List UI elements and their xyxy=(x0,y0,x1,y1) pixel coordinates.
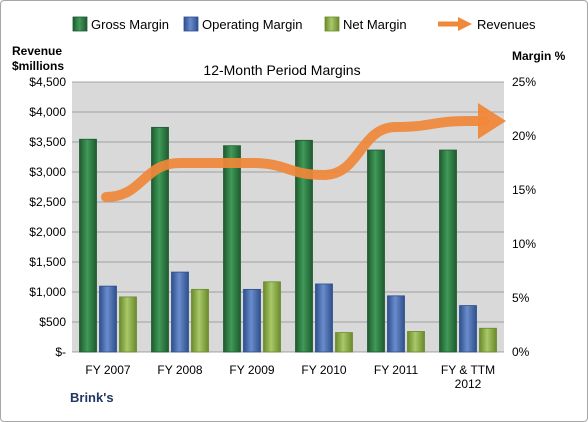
bar-gross-margin xyxy=(223,145,241,353)
chart-title: 12-Month Period Margins xyxy=(203,62,360,78)
left-tick-label: $3,000 xyxy=(29,165,66,179)
revenues-line xyxy=(101,116,489,202)
bar-operating-margin xyxy=(387,295,405,353)
left-axis-ticks: $- $500 $1,000 $1,500 $2,000 $2,500 $3,000 $3,5… xyxy=(29,75,66,359)
gridlines xyxy=(72,81,504,353)
right-tick-label: 15% xyxy=(512,183,536,197)
right-tick-label: 10% xyxy=(512,237,536,251)
bar-operating-margin xyxy=(171,271,189,353)
category-label: FY 2011 xyxy=(374,363,419,377)
legend-swatch-net xyxy=(324,16,340,32)
revenues-arrowhead xyxy=(478,103,506,139)
category-label: FY 2008 xyxy=(157,363,202,377)
category-label: FY 2007 xyxy=(85,363,130,377)
right-axis-title: Margin % xyxy=(512,49,566,63)
category-label: FY 2009 xyxy=(229,363,274,377)
left-axis-title-line2: $millions xyxy=(12,59,64,73)
right-tick-label: 5% xyxy=(512,291,530,305)
legend: Gross Margin Operating Margin Net Margin… xyxy=(72,16,536,32)
bar-net-margin xyxy=(335,332,353,353)
left-axis-title-line1: Revenue xyxy=(12,44,62,58)
bars xyxy=(79,126,497,353)
bar-net-margin xyxy=(191,288,209,353)
bar-operating-margin xyxy=(459,305,477,353)
legend-label-gross: Gross Margin xyxy=(91,17,169,32)
legend-arrowhead-revenues xyxy=(458,17,472,31)
revenues-series xyxy=(101,103,506,202)
bar-net-margin xyxy=(263,281,281,353)
left-tick-label: $2,000 xyxy=(29,225,66,239)
bar-gross-margin xyxy=(439,149,457,353)
left-tick-label: $2,500 xyxy=(29,195,66,209)
bar-net-margin xyxy=(407,331,425,353)
legend-label-revenues: Revenues xyxy=(477,17,536,32)
company-label: Brink's xyxy=(70,390,114,405)
right-tick-label: 25% xyxy=(512,75,536,89)
bar-operating-margin xyxy=(99,285,117,353)
bar-gross-margin xyxy=(151,126,169,353)
bar-operating-margin xyxy=(243,288,261,353)
left-tick-label: $4,000 xyxy=(29,105,66,119)
category-label: FY 2010 xyxy=(301,363,346,377)
left-tick-label: $3,500 xyxy=(29,135,66,149)
right-tick-label: 20% xyxy=(512,129,536,143)
bar-operating-margin xyxy=(315,283,333,353)
bar-net-margin xyxy=(479,327,497,353)
legend-swatch-gross xyxy=(72,16,88,32)
bar-gross-margin xyxy=(295,139,313,353)
left-tick-label: $1,500 xyxy=(29,255,66,269)
category-labels: FY 2007 FY 2008 FY 2009 FY 2010 FY 2011 FY & … xyxy=(85,363,495,391)
left-tick-label: $4,500 xyxy=(29,75,66,89)
legend-label-net: Net Margin xyxy=(343,17,407,32)
right-tick-label: 0% xyxy=(512,345,530,359)
right-axis-ticks: 0% 5% 10% 15% 20% 25% xyxy=(512,75,536,359)
left-tick-label: $500 xyxy=(39,315,66,329)
legend-swatch-operating xyxy=(183,16,199,32)
left-tick-label: $- xyxy=(55,345,66,359)
category-label: FY & TTM xyxy=(441,363,495,377)
category-label: 2012 xyxy=(455,377,482,391)
bar-net-margin xyxy=(119,296,137,353)
legend-label-operating: Operating Margin xyxy=(202,17,302,32)
bar-gross-margin xyxy=(367,149,385,353)
left-tick-label: $1,000 xyxy=(29,285,66,299)
bar-gross-margin xyxy=(79,138,97,353)
